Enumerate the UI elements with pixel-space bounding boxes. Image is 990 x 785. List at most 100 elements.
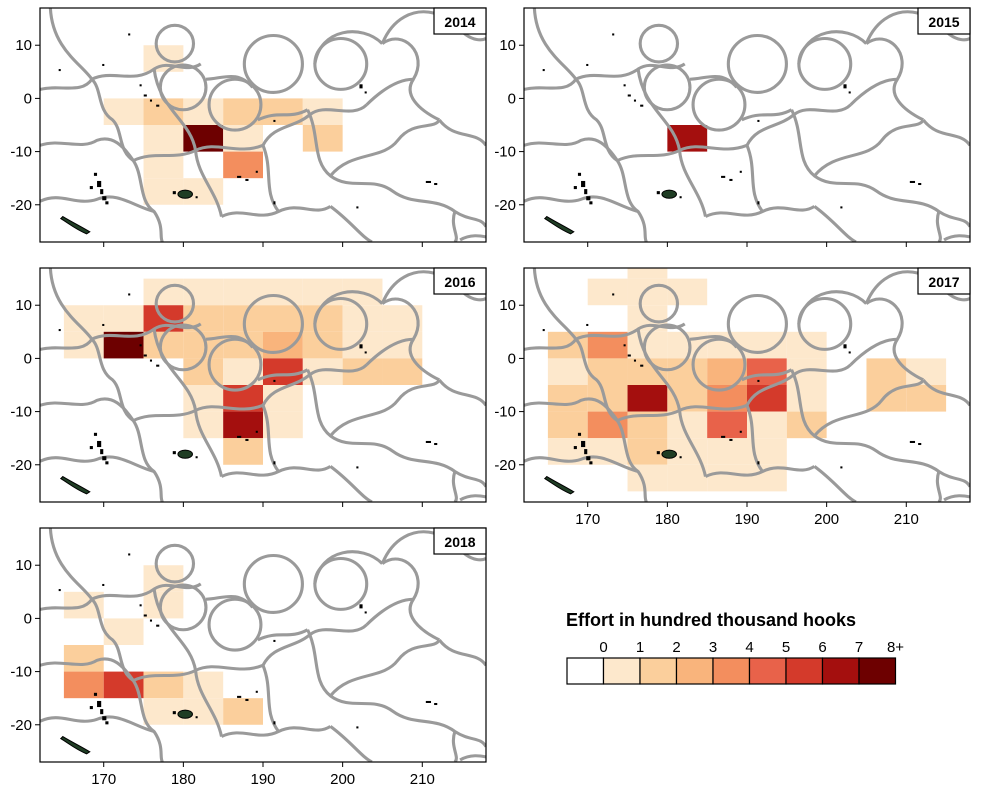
heat-cell xyxy=(906,358,947,385)
heat-cell xyxy=(223,358,263,385)
heat-cell xyxy=(627,278,668,306)
panel-frame xyxy=(523,7,971,243)
heat-cell xyxy=(547,385,588,412)
legend-swatch xyxy=(712,657,751,685)
heat-cell xyxy=(143,178,184,205)
year-label: 2016 xyxy=(444,274,475,290)
legend: Effort in hundred thousand hooks 0 1 2 3 4 5 6… xyxy=(566,610,904,685)
heat-cell xyxy=(103,98,144,125)
heat-cell xyxy=(786,331,827,359)
heat-cell xyxy=(302,331,343,359)
heat-cell xyxy=(302,305,343,332)
heat-cell xyxy=(587,358,628,385)
y-tick-label: 10 xyxy=(499,37,516,54)
y-tick-label: -10 xyxy=(494,144,516,161)
legend-swatch xyxy=(602,657,641,685)
heat-cell xyxy=(707,438,747,465)
heat-cell xyxy=(302,125,343,152)
y-tick-label: -20 xyxy=(494,457,516,474)
heat-cell xyxy=(223,98,263,125)
heat-cell xyxy=(627,358,668,385)
legend-swatch xyxy=(675,657,714,685)
heat-cell xyxy=(263,358,303,385)
heat-cell xyxy=(103,618,144,645)
heat-cell xyxy=(143,125,184,152)
map-panel-2014: 10 0 -10 -20 2014 xyxy=(10,7,487,247)
heat-cell xyxy=(263,98,303,125)
heat-cell xyxy=(143,278,184,306)
y-tick-label: -20 xyxy=(10,457,32,474)
map-panel-2017: 10 0 -10 -20 170 180 190 200 210 2017 xyxy=(494,267,971,528)
heat-cell xyxy=(223,411,263,439)
legend-label: 3 xyxy=(709,639,717,656)
y-tick-label: 10 xyxy=(499,297,516,314)
y-tick-label: 10 xyxy=(15,37,32,54)
x-tick-label: 180 xyxy=(655,511,680,528)
x-tick-label: 190 xyxy=(734,511,759,528)
heat-cell xyxy=(223,698,263,725)
heat-cell xyxy=(786,385,827,412)
heat-cell xyxy=(627,385,668,412)
map-panel-2018: 10 0 -10 -20 170 180 190 200 210 2018 xyxy=(10,527,487,785)
x-tick-label: 180 xyxy=(171,771,196,785)
legend-swatch xyxy=(821,657,860,685)
heat-cell xyxy=(667,464,708,492)
heat-cell xyxy=(747,331,787,359)
heat-cell xyxy=(63,645,104,672)
legend-label: 4 xyxy=(745,639,753,656)
year-label-box xyxy=(917,267,971,295)
year-label-box xyxy=(917,7,971,35)
legend-label: 1 xyxy=(636,639,644,656)
heat-cell xyxy=(63,671,104,699)
legend-swatch xyxy=(566,657,605,685)
y-tick-label: -10 xyxy=(10,404,32,421)
legend-label: 5 xyxy=(782,639,790,656)
heat-cell xyxy=(263,305,303,332)
map-panel-2015: 10 0 -10 -20 2015 xyxy=(494,7,971,247)
heat-cell xyxy=(707,464,747,492)
y-tick-label: -10 xyxy=(494,404,516,421)
legend-label: 8+ xyxy=(887,639,904,656)
heat-cell xyxy=(143,698,184,725)
y-tick-label: 0 xyxy=(24,350,32,367)
y-tick-label: 0 xyxy=(24,610,32,627)
y-tick-label: 0 xyxy=(508,350,516,367)
x-tick-label: 200 xyxy=(814,511,839,528)
legend-label: 7 xyxy=(855,639,863,656)
year-label: 2018 xyxy=(444,534,475,550)
heat-cell xyxy=(587,278,628,306)
legend-title: Effort in hundred thousand hooks xyxy=(566,610,856,630)
heat-cell xyxy=(103,305,144,332)
legend-label: 6 xyxy=(818,639,826,656)
heat-cell xyxy=(302,278,343,306)
y-tick-label: -20 xyxy=(10,197,32,214)
heat-cell xyxy=(707,358,747,385)
year-label: 2015 xyxy=(928,14,959,30)
x-tick-label: 210 xyxy=(894,511,919,528)
heat-cell xyxy=(63,305,104,332)
legend-swatch xyxy=(858,657,897,685)
legend-label: 2 xyxy=(672,639,680,656)
y-tick-label: -20 xyxy=(10,717,32,734)
legend-swatch xyxy=(748,657,787,685)
heat-cell xyxy=(263,331,303,359)
y-tick-label: 10 xyxy=(15,557,32,574)
heat-cell xyxy=(263,278,303,306)
y-tick-label: -10 xyxy=(10,144,32,161)
y-tick-label: -20 xyxy=(494,197,516,214)
heat-cell xyxy=(143,98,184,125)
heat-cell xyxy=(627,268,668,279)
year-label-box xyxy=(433,267,487,295)
x-tick-label: 200 xyxy=(330,771,355,785)
heat-cell xyxy=(906,385,947,412)
heat-cell xyxy=(223,438,263,465)
heat-cell xyxy=(223,151,263,179)
heat-cell xyxy=(747,358,787,385)
y-tick-label: 0 xyxy=(508,90,516,107)
x-tick-label: 170 xyxy=(91,771,116,785)
zone-boundaries xyxy=(524,8,970,242)
heat-cell xyxy=(547,358,588,385)
x-tick-label: 170 xyxy=(575,511,600,528)
y-tick-label: 0 xyxy=(24,90,32,107)
